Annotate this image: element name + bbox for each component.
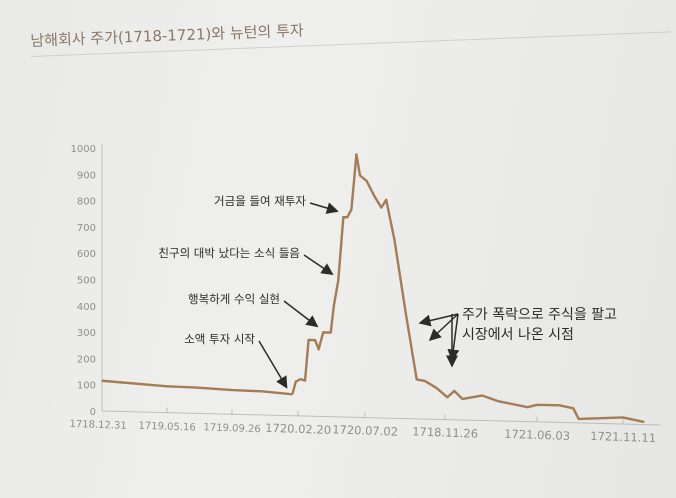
data-point [405,312,407,315]
data-point [322,331,324,334]
y-tick-label: 800 [77,197,96,208]
data-point [329,331,332,334]
data-point [346,216,349,219]
data-point [317,348,320,351]
data-point [260,390,263,393]
y-tick-label: 300 [77,328,96,339]
x-axis [101,410,661,426]
ann-sell-out-line1: 주가 폭락으로 주식을 팔고 [462,307,617,323]
data-point [453,390,456,392]
data-point [355,153,358,156]
data-point [526,406,529,408]
data-point [461,398,464,400]
data-point [291,392,294,395]
price-line [101,153,645,424]
annotation-arrow [283,300,319,328]
data-point [600,417,602,420]
data-point [332,305,335,308]
x-tick-label: 1721.11.11 [590,429,656,445]
data-point [166,385,168,388]
data-point [373,196,376,198]
annotation-arrow [309,202,339,214]
data-point [195,386,198,389]
x-tick-label: 1718.12.31 [69,419,127,432]
x-tick-label: 1721.06.03 [504,427,570,443]
data-point [290,393,293,395]
data-point [572,407,575,410]
data-point [497,400,499,402]
y-tick-label: 200 [77,354,96,365]
ann-take-profit: 행복하게 수익 실현 [188,292,280,306]
data-point [435,386,438,389]
y-tick-label: 700 [77,223,96,234]
y-tick-label: 400 [77,302,96,313]
y-tick-label: 900 [77,170,96,181]
data-point [359,174,361,177]
data-point [393,238,396,241]
ann-sell-out-line2: 시장에서 나온 시점 [462,327,574,343]
data-point [446,396,449,399]
data-point [314,339,316,341]
data-point [622,416,624,419]
data-point [558,404,561,407]
data-point [101,379,103,382]
x-tick-label: 1720.02.20 [265,421,331,437]
annotation-arrow [303,254,334,275]
annotation-arrow [447,313,460,362]
ann-reinvest: 거금을 들여 재투자 [214,194,306,208]
ann-friend-news: 친구의 대박 났다는 소식 들음 [158,246,300,260]
data-point [342,216,345,218]
x-tick-label: 1718.11.26 [412,424,478,440]
x-tick-label: 1720.07.02 [332,422,398,438]
y-tick-label: 100 [77,381,96,392]
x-tick-label: 1719.05.16 [138,421,196,434]
data-point [380,206,383,209]
data-point [304,379,306,382]
data-point [231,389,233,391]
data-point [385,199,388,201]
data-point [307,339,310,341]
data-point [424,380,426,382]
data-point [294,380,297,383]
ann-start-investing: 소액 투자 시작 [184,332,255,346]
y-tick-label: 500 [77,276,96,287]
data-point [577,418,580,420]
data-point [299,378,302,380]
data-point [365,180,368,182]
data-point [643,421,645,423]
y-tick-label: 0 [90,407,96,418]
annotation-arrow [428,313,459,342]
data-point [536,403,538,406]
y-tick-label: 1000 [71,144,96,155]
annotation-arrow [258,340,288,389]
data-point [415,378,418,381]
data-point [350,208,353,211]
data-point [481,394,483,397]
data-point [123,381,125,384]
y-tick-label: 600 [77,249,96,260]
x-tick-label: 1719.09.26 [203,422,261,435]
data-point [337,279,340,281]
